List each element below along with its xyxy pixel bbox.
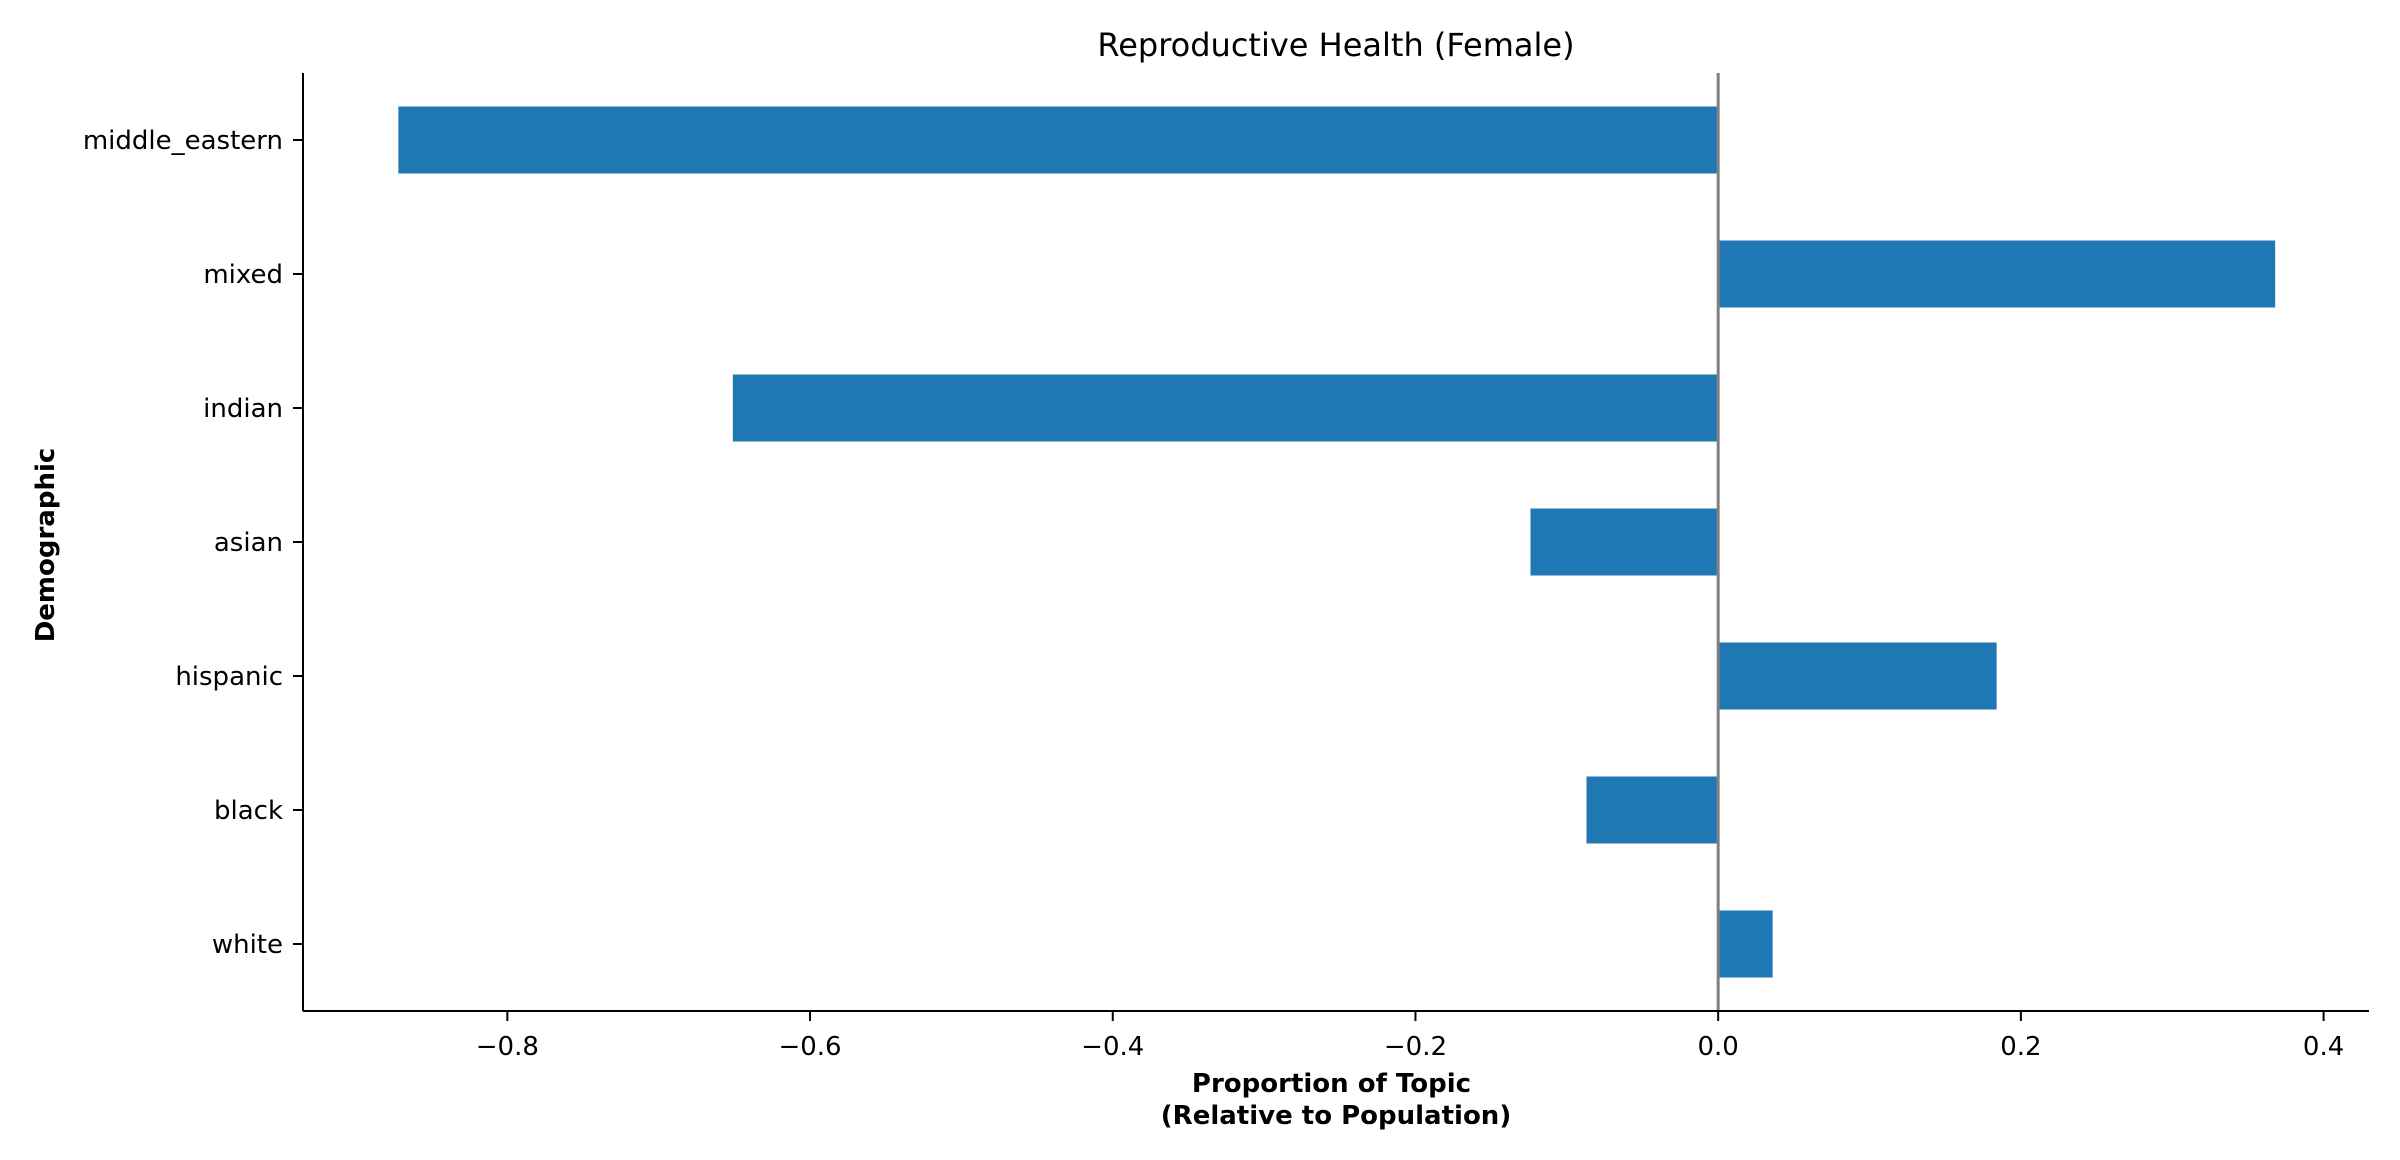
x-tick-label: −0.6 — [778, 1032, 841, 1062]
bar-black — [1586, 776, 1719, 844]
bar-indian — [732, 374, 1719, 442]
x-tick-label: −0.2 — [1384, 1032, 1447, 1062]
y-tick-label: black — [214, 796, 283, 826]
bar-mixed — [1718, 240, 2276, 308]
x-tick-label: −0.4 — [1081, 1032, 1144, 1062]
bar-middle_eastern — [398, 106, 1719, 174]
x-axis-label: Proportion of Topic (Relative to Populat… — [1161, 1069, 1511, 1131]
y-tick-label: hispanic — [175, 662, 283, 692]
y-tick-label: mixed — [203, 260, 283, 290]
x-axis-label-line-1: Proportion of Topic — [1192, 1069, 1471, 1099]
x-tick-label: 0.0 — [1697, 1032, 1738, 1062]
y-axis-label: Demographic — [31, 448, 61, 643]
x-tick-label: 0.4 — [2303, 1032, 2344, 1062]
y-tick-label: indian — [203, 394, 283, 424]
y-tick-label: white — [212, 930, 283, 960]
bars — [398, 106, 2276, 978]
bar-hispanic — [1718, 642, 1997, 710]
x-ticks: −0.8 −0.6 −0.4 −0.2 0.0 0.2 0.4 — [476, 1011, 2344, 1062]
x-tick-label: −0.8 — [476, 1032, 539, 1062]
y-tick-label: middle_eastern — [83, 126, 283, 156]
bar-white — [1718, 910, 1773, 978]
chart-title: Reproductive Health (Female) — [1097, 26, 1574, 64]
x-tick-label: 0.2 — [2000, 1032, 2041, 1062]
bar-asian — [1530, 508, 1719, 576]
y-tick-label: asian — [214, 528, 283, 558]
x-axis-label-line-2: (Relative to Population) — [1161, 1101, 1511, 1131]
